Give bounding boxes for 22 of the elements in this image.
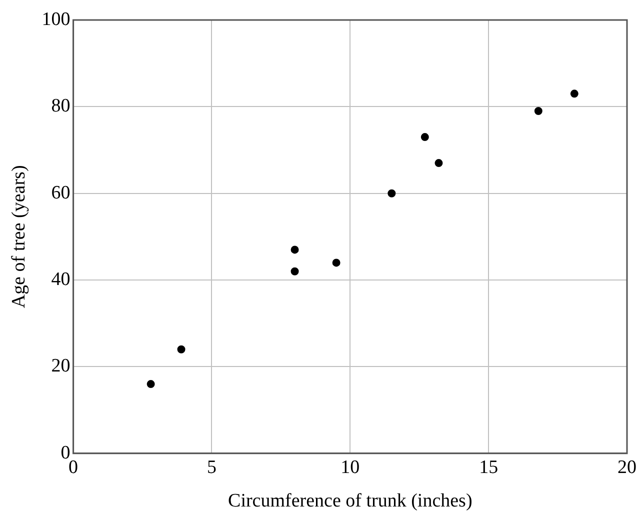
point (570, 90, 578, 98)
y-tick-label: 40 (51, 269, 70, 290)
point (420, 133, 429, 142)
y-tick-label: 60 (51, 182, 70, 204)
x-tick-label: 5 (206, 456, 216, 478)
point (332, 258, 340, 267)
x-tick-label: 10 (340, 456, 360, 478)
y-tick-label: 20 (51, 356, 70, 377)
y-tick-label: 0 (60, 442, 70, 464)
x-axis-title: Circumference of trunk (inches) (228, 490, 472, 512)
point (177, 345, 186, 354)
x-tick-label: 20 (618, 456, 636, 478)
point (534, 107, 542, 116)
point (290, 246, 299, 254)
y-tick-label: 100 (42, 8, 70, 30)
y-axis-title: Age of tree (years) (8, 165, 30, 308)
point (388, 189, 396, 198)
point (146, 380, 155, 388)
point (434, 159, 443, 168)
y-tick-label: 80 (51, 96, 70, 117)
x-tick-label: 15 (479, 456, 498, 478)
point (290, 267, 299, 276)
